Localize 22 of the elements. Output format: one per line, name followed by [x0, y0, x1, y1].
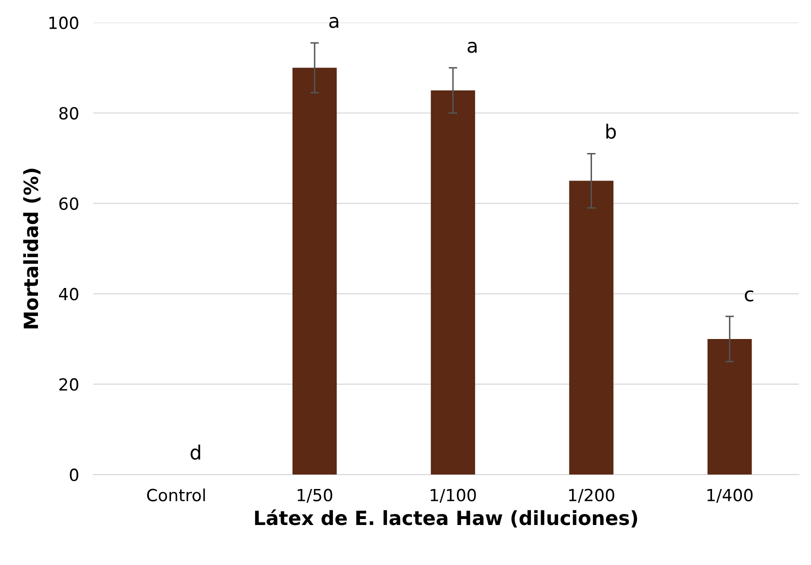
annotation: d	[190, 444, 200, 460]
annotation: b	[606, 124, 616, 139]
y-tick-label: 100	[49, 16, 78, 30]
annotation: a	[329, 16, 338, 28]
bar	[569, 180, 614, 475]
bar	[430, 90, 476, 475]
x-tick-label: 1/200	[569, 488, 614, 503]
y-tick-label: 0	[70, 468, 78, 482]
annotation: c	[744, 290, 754, 302]
bar	[708, 339, 752, 475]
x-tick-label: 1/50	[298, 488, 332, 503]
annotation: a	[468, 42, 477, 53]
y-axis-title: Mortalidad (%)	[23, 168, 41, 328]
x-tick-label: 1/100	[430, 488, 476, 503]
y-tick-label: 60	[59, 197, 78, 210]
y-tick-label: 40	[58, 288, 78, 300]
x-tick-label: 1/400	[707, 488, 753, 503]
y-tick-label: 20	[59, 378, 78, 391]
x-axis-title: Látex de E. lactea Haw (diluciones)	[255, 509, 638, 528]
y-tick-label: 80	[59, 106, 78, 120]
x-tick-label: Control	[147, 488, 205, 502]
bar	[292, 68, 337, 475]
